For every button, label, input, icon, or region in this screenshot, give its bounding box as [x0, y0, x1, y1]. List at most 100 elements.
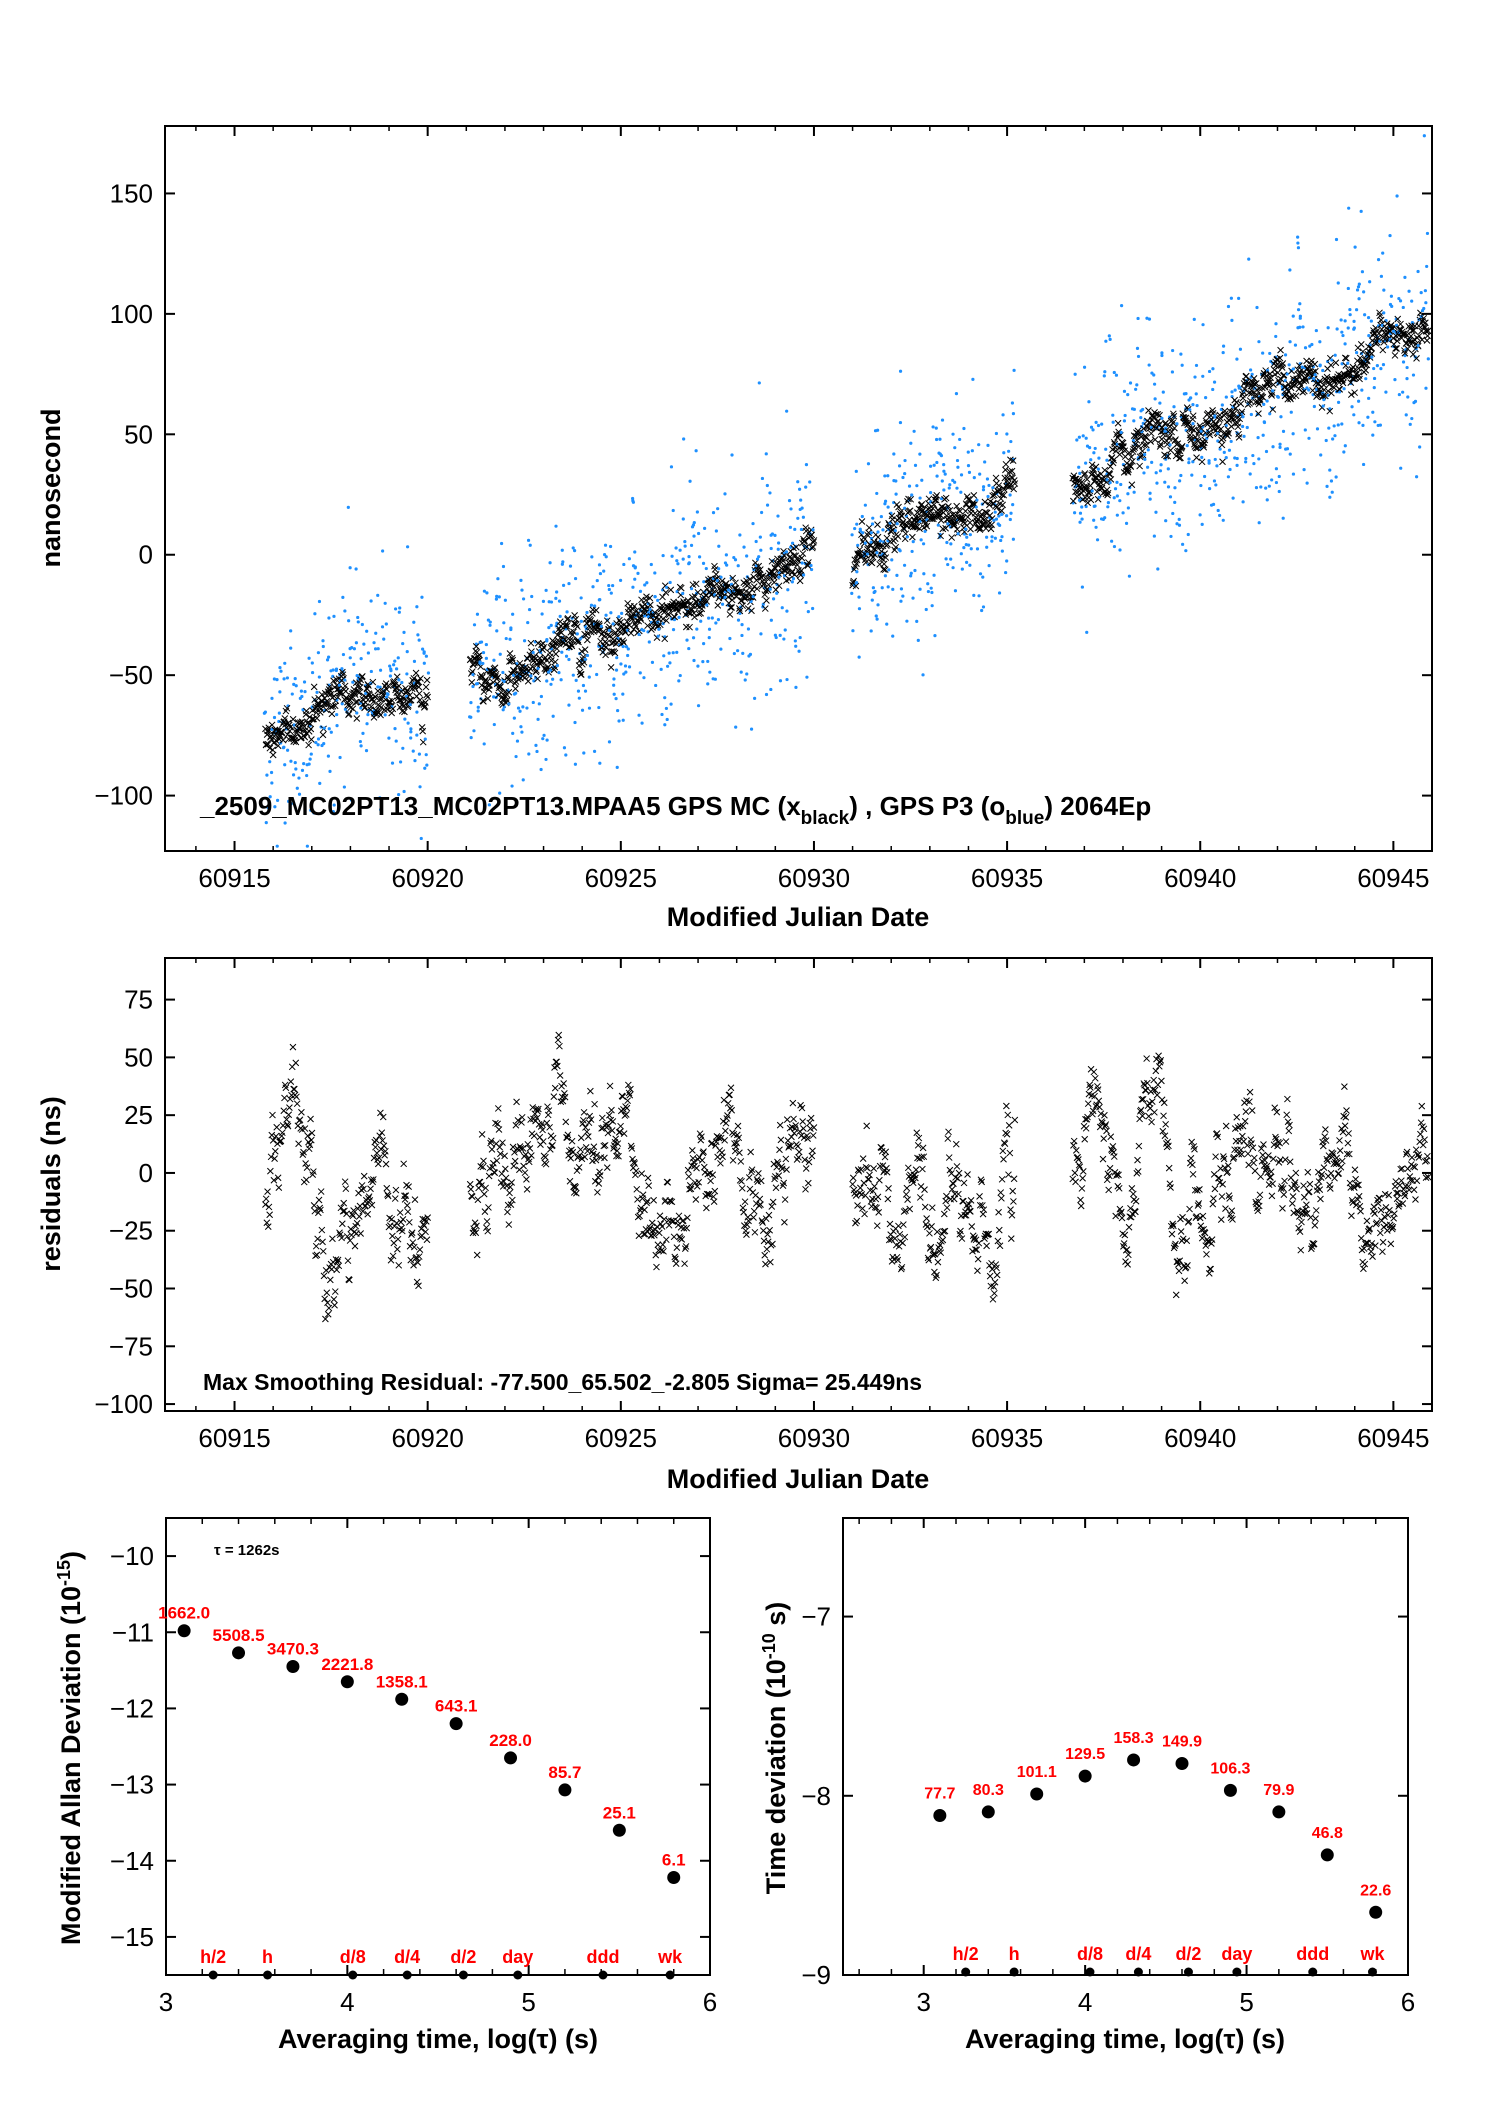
- residual-point: [1117, 1208, 1125, 1216]
- residual-point: [781, 1196, 789, 1203]
- black-point: [1304, 364, 1312, 372]
- black-point: [694, 588, 702, 596]
- blue-point: [1277, 474, 1281, 479]
- blue-point: [1281, 392, 1285, 397]
- blue-point: [695, 627, 699, 631]
- blue-point: [1204, 396, 1208, 400]
- blue-point: [1111, 413, 1115, 417]
- blue-point: [1092, 518, 1096, 522]
- blue-point: [636, 571, 640, 575]
- residual-point: [1198, 1234, 1206, 1242]
- blue-point: [622, 672, 626, 676]
- residual-point: [1334, 1159, 1341, 1167]
- blue-point: [1401, 360, 1406, 364]
- blue-point: [516, 706, 521, 710]
- blue-point: [1356, 285, 1361, 289]
- blue-point: [325, 658, 330, 662]
- blue-point: [784, 550, 789, 554]
- blue-point: [910, 549, 914, 554]
- blue-point: [1000, 549, 1004, 553]
- blue-point: [975, 547, 980, 551]
- blue-point: [1195, 403, 1199, 408]
- blue-point: [1005, 559, 1009, 563]
- blue-point: [551, 714, 555, 718]
- residual-point: [487, 1139, 494, 1147]
- blue-point: [1333, 353, 1337, 357]
- blue-point: [1279, 415, 1283, 419]
- residual-point: [980, 1206, 988, 1214]
- black-point: [602, 651, 609, 659]
- blue-point: [362, 642, 366, 646]
- residual-point: [1139, 1095, 1147, 1103]
- blue-point: [289, 646, 293, 650]
- residual-point: [1271, 1104, 1279, 1112]
- blue-point: [866, 462, 871, 466]
- residual-point: [1246, 1098, 1253, 1106]
- black-point: [1311, 360, 1319, 368]
- blue-point: [981, 575, 985, 579]
- residual-point: [1185, 1217, 1193, 1225]
- black-point: [1404, 345, 1412, 353]
- blue-point: [1011, 411, 1016, 416]
- black-point: [574, 623, 581, 630]
- residual-point: [671, 1253, 679, 1261]
- blue-point: [1371, 410, 1375, 414]
- residual-point: [582, 1124, 589, 1131]
- residual-point: [349, 1212, 357, 1220]
- blue-point: [910, 493, 914, 497]
- blue-point: [564, 654, 569, 658]
- blue-point: [785, 677, 789, 682]
- blue-point: [1080, 505, 1084, 509]
- residual-point: [1327, 1169, 1335, 1177]
- blue-point: [1192, 317, 1196, 321]
- blue-point: [1244, 456, 1248, 461]
- blue-point: [1230, 390, 1234, 394]
- blue-point: [1105, 458, 1109, 462]
- residual-point: [1249, 1144, 1257, 1152]
- residual-point: [331, 1288, 339, 1295]
- residual-point: [601, 1141, 609, 1149]
- residual-point: [280, 1107, 288, 1115]
- blue-point: [1366, 415, 1370, 419]
- black-point: [810, 537, 818, 544]
- residual-point: [542, 1160, 550, 1168]
- residual-point: [395, 1261, 403, 1269]
- residual-point: [318, 1226, 326, 1234]
- blue-point: [912, 429, 916, 433]
- residual-point: [994, 1237, 1002, 1245]
- blue-point: [1278, 442, 1282, 446]
- blue-point: [965, 560, 969, 564]
- blue-point: [885, 622, 889, 626]
- blue-point: [1142, 471, 1146, 475]
- blue-point: [780, 606, 784, 610]
- residual-point: [568, 1137, 576, 1145]
- blue-point: [423, 737, 427, 741]
- residual-point: [539, 1126, 546, 1134]
- black-point: [882, 554, 890, 561]
- blue-point: [749, 727, 754, 731]
- blue-point: [913, 463, 918, 467]
- blue-point: [1369, 319, 1373, 323]
- residual-point: [295, 1140, 302, 1148]
- residual-point: [918, 1153, 926, 1161]
- blue-point: [627, 665, 632, 669]
- residual-point: [1161, 1132, 1169, 1140]
- black-point: [937, 517, 945, 524]
- residual-point: [324, 1310, 332, 1318]
- residual-point: [761, 1251, 769, 1259]
- blue-point: [1331, 437, 1335, 441]
- blue-point: [617, 719, 621, 723]
- blue-point: [1122, 419, 1127, 423]
- residual-point: [931, 1250, 939, 1258]
- black-point: [759, 572, 767, 580]
- black-point: [686, 600, 694, 608]
- blue-point: [665, 585, 669, 589]
- blue-point: [310, 661, 314, 665]
- residual-point: [539, 1138, 547, 1145]
- residual-point: [667, 1197, 674, 1205]
- blue-point: [405, 650, 409, 654]
- blue-point: [346, 505, 350, 509]
- residual-point: [275, 1184, 283, 1191]
- blue-point: [1242, 434, 1246, 438]
- black-point: [1376, 312, 1384, 320]
